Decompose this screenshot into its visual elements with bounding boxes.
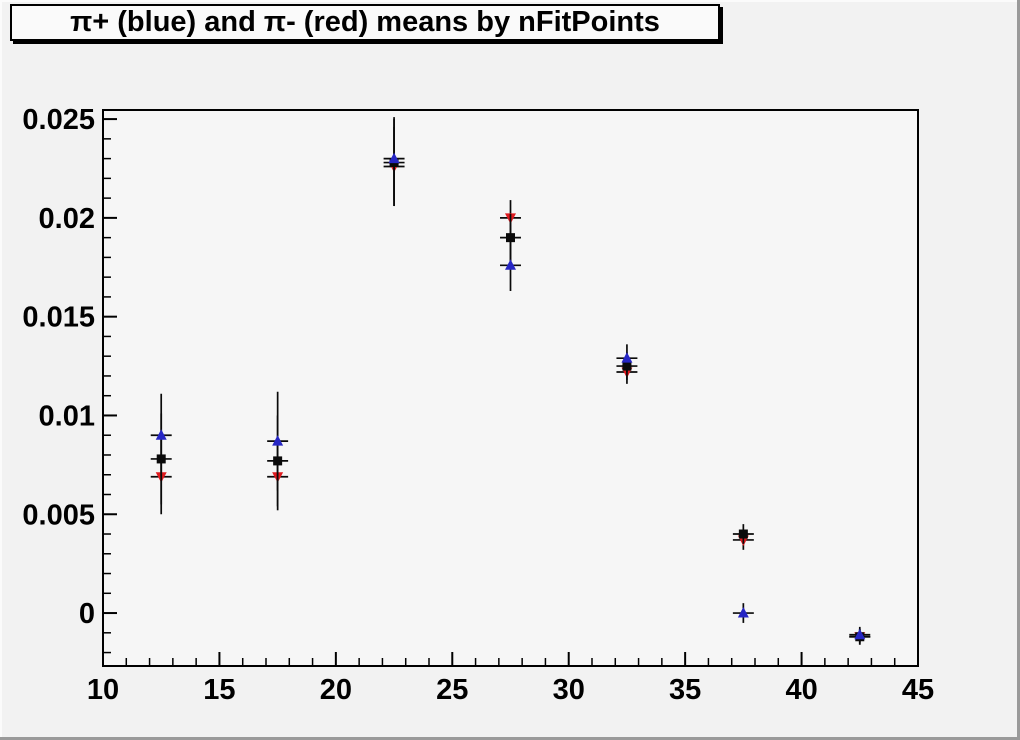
y-tick-label: 0 bbox=[79, 598, 95, 630]
y-tick-label: 0.015 bbox=[22, 302, 95, 334]
x-tick-label: 15 bbox=[203, 674, 235, 706]
x-tick-label: 45 bbox=[902, 674, 934, 706]
x-tick-label: 40 bbox=[785, 674, 817, 706]
triangle-up-marker bbox=[737, 607, 749, 618]
axis-ticks bbox=[102, 118, 919, 666]
axis-labels: 10 15 20 25 30 35 40 45 0 0.005 0.01 0.015 0.02 0.025 bbox=[22, 104, 934, 706]
y-tick-label: 0.005 bbox=[22, 499, 95, 531]
title-pave: π+ (blue) and π- (red) means by nFitPoin… bbox=[10, 4, 720, 41]
y-tick-label: 0.01 bbox=[39, 400, 95, 432]
triangle-up-marker bbox=[854, 628, 866, 640]
y-tick-label: 0.025 bbox=[22, 104, 95, 136]
square-marker bbox=[738, 529, 748, 539]
x-tick-label: 35 bbox=[669, 674, 701, 706]
triangle-up-marker bbox=[272, 435, 284, 446]
square-marker bbox=[506, 233, 515, 243]
triangle-up-marker bbox=[388, 152, 400, 164]
x-tick-label: 25 bbox=[436, 674, 468, 706]
x-tick-label: 20 bbox=[320, 674, 352, 706]
pi-plus-blue-series bbox=[150, 117, 871, 643]
y-tick-label: 0.02 bbox=[39, 203, 95, 235]
plot-frame bbox=[102, 109, 919, 667]
triangle-up-marker bbox=[155, 429, 167, 440]
triangle-up-marker bbox=[505, 259, 516, 270]
triangle-up-marker bbox=[621, 352, 633, 363]
chart-title: π+ (blue) and π- (red) means by nFitPoin… bbox=[70, 6, 660, 38]
x-tick-label: 30 bbox=[553, 674, 585, 706]
x-tick-label: 10 bbox=[87, 674, 119, 706]
